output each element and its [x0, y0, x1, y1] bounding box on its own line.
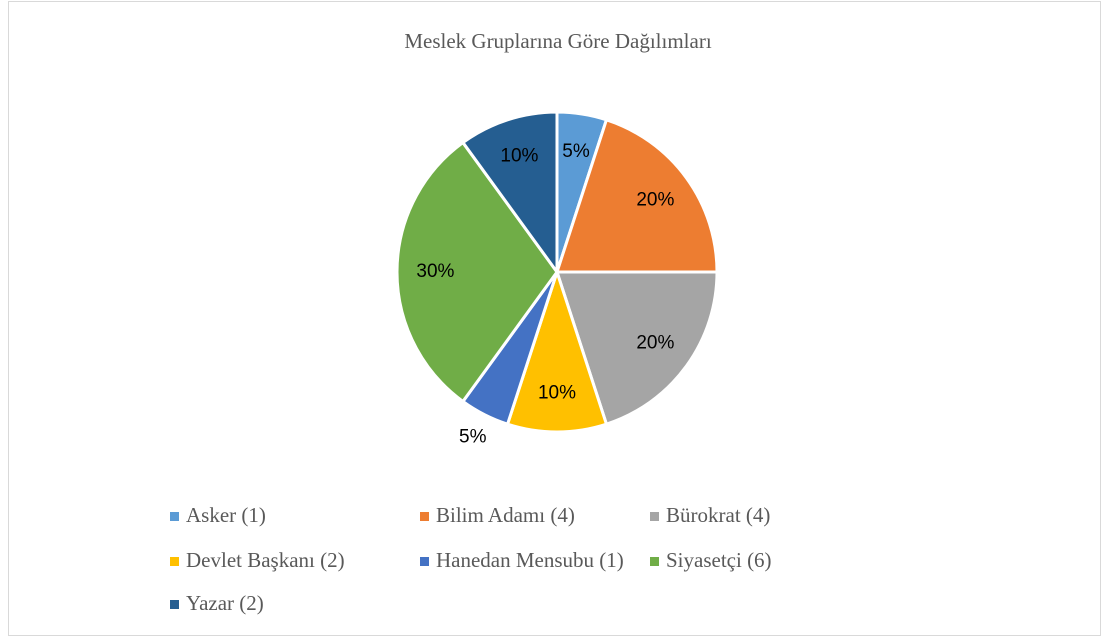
pie-slice [505, 267, 609, 434]
legend-label: Asker (1) [186, 503, 266, 527]
legend-label: Bilim Adamı (4) [436, 503, 575, 527]
data-label: 20% [636, 190, 674, 211]
data-label: 30% [416, 261, 454, 282]
legend-label: Siyasetçi (6) [666, 548, 772, 572]
legend-swatch [170, 557, 179, 566]
data-label: 10% [500, 145, 538, 166]
legend-swatch [170, 600, 179, 609]
data-label: 5% [459, 426, 487, 447]
legend-swatch [170, 512, 179, 521]
data-label: 20% [636, 332, 674, 353]
pie-slice [554, 117, 719, 274]
legend-swatch [420, 512, 429, 521]
legend-label: Hanedan Mensubu (1) [436, 548, 624, 572]
legend-swatch [650, 557, 659, 566]
legend-swatch [650, 512, 659, 521]
legend-label: Yazar (2) [186, 591, 264, 615]
legend-swatch [420, 557, 429, 566]
legend-label: Bürokrat (4) [666, 503, 770, 527]
pie-slice [460, 110, 559, 277]
legend-label: Devlet Başkanı (2) [186, 548, 345, 572]
data-label: 10% [538, 383, 576, 404]
pie-slice [554, 270, 719, 427]
pie-slice [395, 140, 559, 404]
data-label: 5% [562, 141, 590, 162]
chart-title: Meslek Gruplarına Göre Dağılımları [404, 29, 711, 53]
